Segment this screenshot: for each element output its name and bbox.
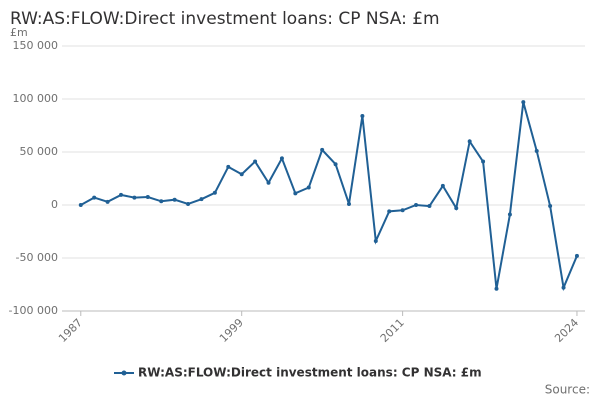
y-tick-label: 0 [51,198,58,211]
data-point [360,113,365,118]
chart-title: RW:AS:FLOW:Direct investment loans: CP N… [10,9,440,29]
data-point [561,285,566,290]
data-point [467,139,472,144]
data-point [521,100,526,105]
data-point [548,204,553,209]
y-unit: £m [10,26,28,39]
y-tick-label: -50 000 [16,251,58,264]
data-point [279,156,284,161]
data-point [427,204,432,209]
data-point [320,147,325,152]
data-point [172,197,177,202]
data-point [574,253,579,258]
legend-marker [121,370,127,376]
data-point [266,180,271,185]
y-tick-label: 50 000 [20,145,59,158]
x-tick-label: 1999 [217,316,246,345]
data-point [199,197,204,202]
data-point [346,201,351,206]
data-point [212,190,217,195]
data-point [293,191,298,196]
data-point [226,164,231,169]
data-point [387,209,392,214]
y-tick-label: -100 000 [9,304,58,317]
data-point [454,206,459,211]
data-point [534,148,539,153]
data-point [481,159,486,164]
data-point [239,172,244,177]
data-point [119,192,124,197]
data-point [333,162,338,167]
data-point [440,183,445,188]
y-tick-label: 150 000 [13,39,59,52]
data-point [78,203,83,207]
x-tick-label: 2024 [552,316,581,345]
x-tick-label: 2011 [378,316,407,345]
y-tick-label: 100 000 [13,92,59,105]
data-point [105,199,110,204]
data-point [414,203,419,207]
data-point [253,159,258,164]
data-point [494,286,499,291]
legend-label: RW:AS:FLOW:Direct investment loans: CP N… [138,366,482,380]
data-point [373,239,378,244]
source: Source: [545,383,590,397]
data-point [186,201,191,206]
data-point [132,195,137,200]
data-point [507,212,512,217]
data-point [306,185,311,190]
data-point [159,199,164,204]
x-tick-label: 1987 [56,316,85,345]
data-point [92,195,97,200]
data-point [145,195,150,200]
series-line [80,101,578,292]
data-point [400,208,405,213]
